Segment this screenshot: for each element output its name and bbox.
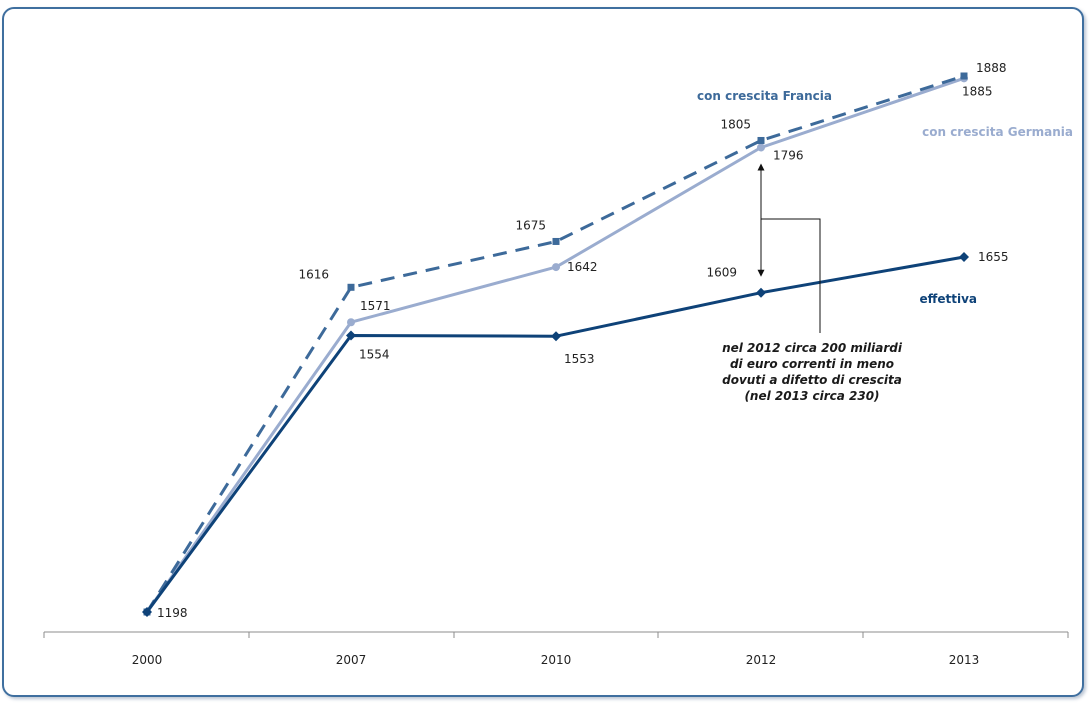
x-tick-label: 2000 (132, 653, 163, 667)
data-label: 1655 (978, 250, 1009, 264)
data-point (552, 237, 560, 245)
data-point (142, 607, 152, 617)
data-point (347, 283, 355, 291)
data-point (960, 72, 968, 80)
data-label: 1885 (962, 84, 993, 98)
data-label: 1616 (298, 267, 329, 281)
x-tick-label: 2010 (541, 653, 572, 667)
data-label: 1675 (515, 218, 546, 232)
data-point (959, 251, 969, 262)
series-line (145, 74, 965, 613)
annotation: nel 2012 circa 200 miliardi di euro corr… (722, 163, 903, 403)
data-label: 1609 (706, 266, 737, 280)
data-label: 1796 (773, 148, 804, 162)
data-label: 1805 (720, 117, 751, 131)
x-axis-ticks: 2000 2007 2010 2012 2013 (43, 632, 1069, 667)
data-label: 1553 (564, 352, 595, 366)
data-point (757, 143, 765, 152)
series-name: con crescita Francia (697, 89, 832, 103)
annotation-arrowhead-top (757, 163, 765, 171)
annotation-line-2: di euro correnti in meno (730, 357, 894, 371)
data-label: 1554 (359, 347, 390, 361)
annotation-arrowhead-bottom (757, 269, 765, 277)
x-tick-label: 2013 (949, 653, 980, 667)
series-name: effettiva (919, 292, 977, 306)
series-names: con crescita Germania con crescita Franci… (697, 89, 1073, 306)
series-name: con crescita Germania (922, 125, 1073, 139)
data-label: 1571 (360, 299, 391, 313)
data-point (757, 136, 765, 144)
data-point (551, 331, 561, 342)
annotation-connector (761, 218, 821, 333)
x-tick-label: 2007 (336, 653, 367, 667)
annotation-line-3: dovuti a difetto di crescita (722, 373, 902, 387)
data-label: 1888 (976, 61, 1007, 75)
series-3 (142, 251, 969, 617)
x-tick-label: 2012 (746, 653, 777, 667)
data-point (346, 330, 356, 341)
chart-frame (2, 7, 1084, 697)
series-line (145, 255, 965, 613)
annotation-line-4: (nel 2013 circa 230) (744, 389, 879, 403)
data-point (347, 318, 355, 327)
annotation-line-1: nel 2012 circa 200 miliardi (722, 341, 903, 355)
series-lines (142, 72, 969, 617)
data-point (552, 263, 560, 272)
data-label: 1642 (567, 260, 598, 274)
data-point (756, 287, 766, 298)
data-labels: 1571 1642 1796 1885 1616 1675 1805 1888 1198 1554… (157, 61, 1009, 620)
data-label: 1198 (157, 606, 188, 620)
